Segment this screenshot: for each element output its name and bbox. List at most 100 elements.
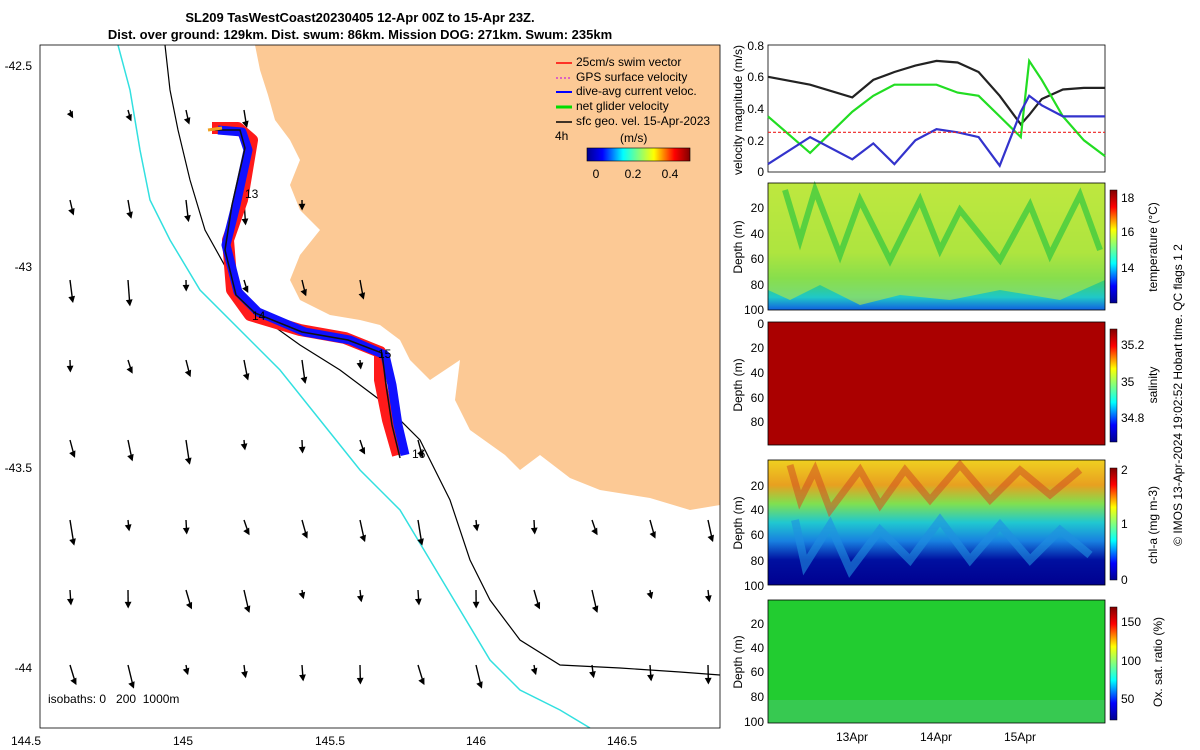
velocity-arrowhead — [530, 527, 538, 535]
colorbar-tick: 0 — [593, 167, 600, 181]
colorbar-tick: 0.2 — [625, 167, 642, 181]
velocity-arrowhead — [533, 601, 541, 610]
velocity-arrowhead — [356, 595, 364, 603]
chl-cbar-tick: 1 — [1121, 517, 1128, 531]
ox-ytick: 100 — [744, 715, 764, 729]
velocity-arrowhead — [66, 110, 74, 119]
lon-tick: 146.5 — [607, 734, 637, 748]
sal-ytick: 80 — [751, 415, 765, 429]
velocity-arrowhead — [242, 373, 250, 381]
velocity-arrowhead — [242, 285, 249, 293]
age-label: 4h — [555, 129, 568, 143]
velocity-arrowhead — [358, 292, 366, 300]
ox-ylabel: Depth (m) — [731, 635, 745, 688]
velocity-arrowhead — [647, 674, 654, 682]
velocity-series-dive-avg-current-veloc- — [767, 94, 1105, 168]
velocity-arrowhead — [184, 457, 192, 465]
time-tick: 14Apr — [920, 730, 952, 744]
temp-ytick: 40 — [751, 227, 765, 241]
velocity-arrowhead — [591, 605, 599, 613]
velocity-arrowhead — [298, 446, 306, 454]
imos-footer: © IMOS 13-Apr-2024 19:02:52 Hobart time.… — [1171, 244, 1185, 546]
speed-colorbar — [586, 147, 691, 162]
isobaths-label: isobaths: 0 200 1000m — [48, 692, 179, 706]
chl-cbar-label: chl-a (mg m-3) — [1146, 486, 1160, 564]
oxygen-panel: 150 100 50 Ox. sat. ratio (%) 20 40 60 8… — [731, 599, 1165, 729]
velocity-arrowhead — [68, 295, 76, 304]
velocity-arrowhead — [472, 524, 480, 532]
temp-cbar-tick: 14 — [1121, 261, 1135, 275]
ox-ytick: 60 — [751, 665, 765, 679]
velocity-arrowhead — [183, 117, 191, 125]
velocity-arrowhead — [241, 670, 248, 679]
velocity-arrowhead — [358, 446, 366, 455]
sal-cbar-tick: 35 — [1121, 375, 1135, 389]
map-panel: 13 14 15 16 -42.5 -43 -43.5 -44 144.5 14… — [5, 44, 721, 748]
ox-cbar-tick: 100 — [1121, 654, 1141, 668]
vel-ytick: 0.2 — [747, 134, 764, 148]
velocity-arrowhead — [68, 207, 75, 216]
velocity-arrowhead — [185, 601, 193, 610]
velocity-arrowhead — [356, 362, 364, 370]
velocity-arrowhead — [356, 677, 364, 685]
velocity-arrowhead — [704, 677, 712, 685]
velocity-arrowhead — [530, 667, 538, 676]
velocity-arrowhead — [649, 531, 656, 539]
ox-cbar-tick: 50 — [1121, 692, 1135, 706]
velocity-arrowhead — [240, 443, 248, 451]
day-label-13: 13 — [245, 187, 259, 201]
velocity-arrowhead — [66, 365, 74, 373]
velocity-arrowhead — [704, 595, 712, 603]
velocity-arrowhead — [66, 598, 74, 606]
lon-tick: 144.5 — [11, 734, 41, 748]
legend-label: dive-avg current veloc. — [576, 84, 697, 98]
velocity-arrowhead — [591, 527, 598, 536]
chl-ytick: 60 — [751, 528, 765, 542]
lat-tick: -42.5 — [5, 59, 33, 73]
ox-cbar-tick: 150 — [1121, 615, 1141, 629]
velocity-arrowhead — [300, 376, 308, 384]
sal-ytick: 0 — [757, 317, 764, 331]
surface-velocity-arrows — [66, 109, 714, 689]
chl-cbar-tick: 0 — [1121, 573, 1128, 587]
velocity-arrowhead — [301, 531, 308, 539]
chla-panel: 2 1 0 chl-a (mg m-3) 20 40 60 80 100 Dep… — [731, 459, 1160, 593]
legend-item-sfc-geo: sfc geo. vel. 15-Apr-2023 — [556, 114, 710, 128]
colorbar-unit: (m/s) — [620, 131, 647, 145]
velocity-arrowhead — [476, 681, 483, 689]
temp-ytick: 100 — [744, 303, 764, 317]
velocity-arrowhead — [182, 667, 190, 676]
velocity-panel: 0 0.2 0.4 0.6 0.8 velocity magnitude (m/… — [731, 39, 1106, 179]
velocity-arrowhead — [300, 288, 307, 297]
velocity-arrowhead — [472, 601, 480, 609]
chl-ytick: 80 — [751, 554, 765, 568]
map-lon-axis: 144.5 145 145.5 146 146.5 — [11, 734, 637, 748]
velocity-arrowhead — [242, 120, 249, 128]
velocity-arrowhead — [127, 453, 134, 462]
chl-ytick: 100 — [744, 579, 764, 593]
day-label-16: 16 — [412, 447, 426, 461]
isobath-1000m — [117, 45, 591, 728]
map-legend: 25cm/s swim vector GPS surface velocity … — [555, 55, 710, 181]
sal-ytick: 20 — [751, 341, 765, 355]
velocity-arrowhead — [646, 591, 654, 600]
velocity-arrowhead — [70, 677, 77, 686]
velocity-arrowhead — [184, 369, 192, 378]
velocity-arrowhead — [124, 524, 132, 532]
ox-ytick: 80 — [751, 690, 765, 704]
time-tick: 13Apr — [836, 730, 868, 744]
velocity-arrowhead — [124, 601, 132, 609]
velocity-arrowhead — [418, 677, 425, 686]
ox-ytick: 40 — [751, 641, 765, 655]
ox-ytick: 20 — [751, 617, 765, 631]
sal-ytick: 40 — [751, 366, 765, 380]
sal-ytick: 60 — [751, 391, 765, 405]
velocity-arrowhead — [69, 538, 76, 546]
velocity-arrowhead — [241, 218, 249, 226]
legend-item-swim: 25cm/s swim vector — [556, 55, 681, 69]
chl-ytick: 20 — [751, 479, 765, 493]
velocity-arrowhead — [126, 211, 133, 219]
velocity-arrowhead — [417, 450, 424, 458]
temp-ytick: 20 — [751, 201, 765, 215]
